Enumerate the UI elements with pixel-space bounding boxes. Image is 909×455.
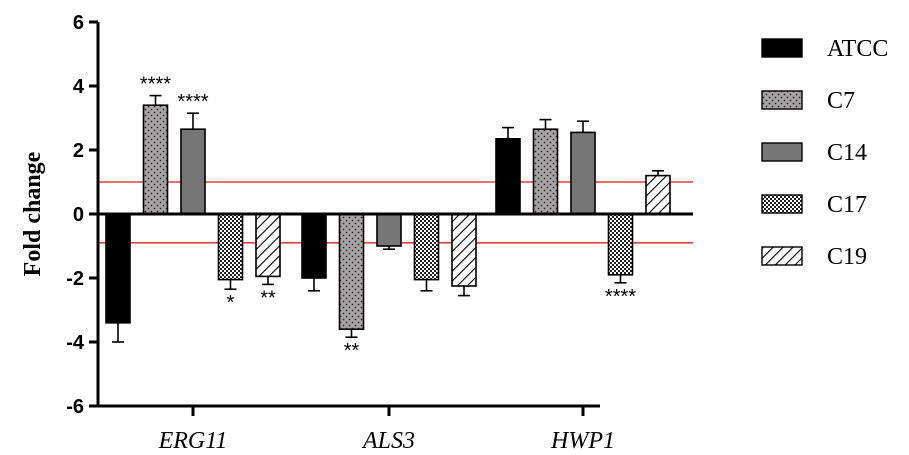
bar	[532, 128, 559, 215]
significance-label: ****	[140, 74, 171, 96]
legend-label: C19	[827, 244, 867, 270]
bar	[338, 213, 365, 330]
significance-group: ********* ********	[140, 74, 636, 363]
significance-label: *	[227, 292, 235, 314]
significance-label: **	[260, 287, 276, 309]
legend-label: C14	[827, 140, 867, 166]
category-label: ALS3	[361, 428, 415, 454]
legend-label: C17	[827, 192, 867, 218]
bar	[570, 131, 596, 215]
bar	[142, 104, 169, 215]
y-tick-label: -4	[66, 332, 85, 354]
y-tick-label: 6	[73, 12, 84, 34]
bars-group	[105, 94, 671, 343]
bar	[495, 138, 521, 215]
legend: ATCC C7 C14 C17 C19	[761, 36, 888, 270]
bar	[645, 174, 671, 215]
category-label: HWP1	[550, 428, 615, 454]
category-labels: ERG11 ALS3 HWP1	[158, 428, 615, 454]
legend-swatch	[761, 246, 803, 266]
legend-swatch	[761, 90, 803, 110]
y-tick-label: 4	[73, 76, 85, 98]
bar	[217, 213, 244, 281]
legend-swatch	[761, 38, 803, 58]
legend-label: ATCC	[827, 36, 888, 62]
legend-swatch	[761, 194, 803, 214]
significance-label: ****	[605, 286, 636, 308]
bar	[105, 213, 131, 324]
y-tick-label: 0	[73, 204, 84, 226]
y-tick-label: 2	[73, 140, 84, 162]
significance-label: **	[344, 340, 360, 362]
bar	[255, 213, 281, 278]
category-label: ERG11	[158, 428, 228, 454]
legend-swatch	[761, 142, 803, 162]
y-tick-label: -2	[66, 268, 84, 290]
bar	[451, 213, 477, 287]
y-tick-label: -6	[66, 396, 84, 418]
bar	[607, 213, 634, 276]
bar	[301, 213, 327, 279]
significance-label: ****	[177, 91, 208, 113]
legend-label: C7	[827, 88, 855, 114]
bar	[376, 213, 402, 247]
y-axis-label: Fold change	[20, 151, 46, 276]
bar	[413, 213, 440, 281]
bar	[180, 128, 206, 215]
axes-group: -6 -4 -2 0 2 4 6	[66, 12, 693, 418]
